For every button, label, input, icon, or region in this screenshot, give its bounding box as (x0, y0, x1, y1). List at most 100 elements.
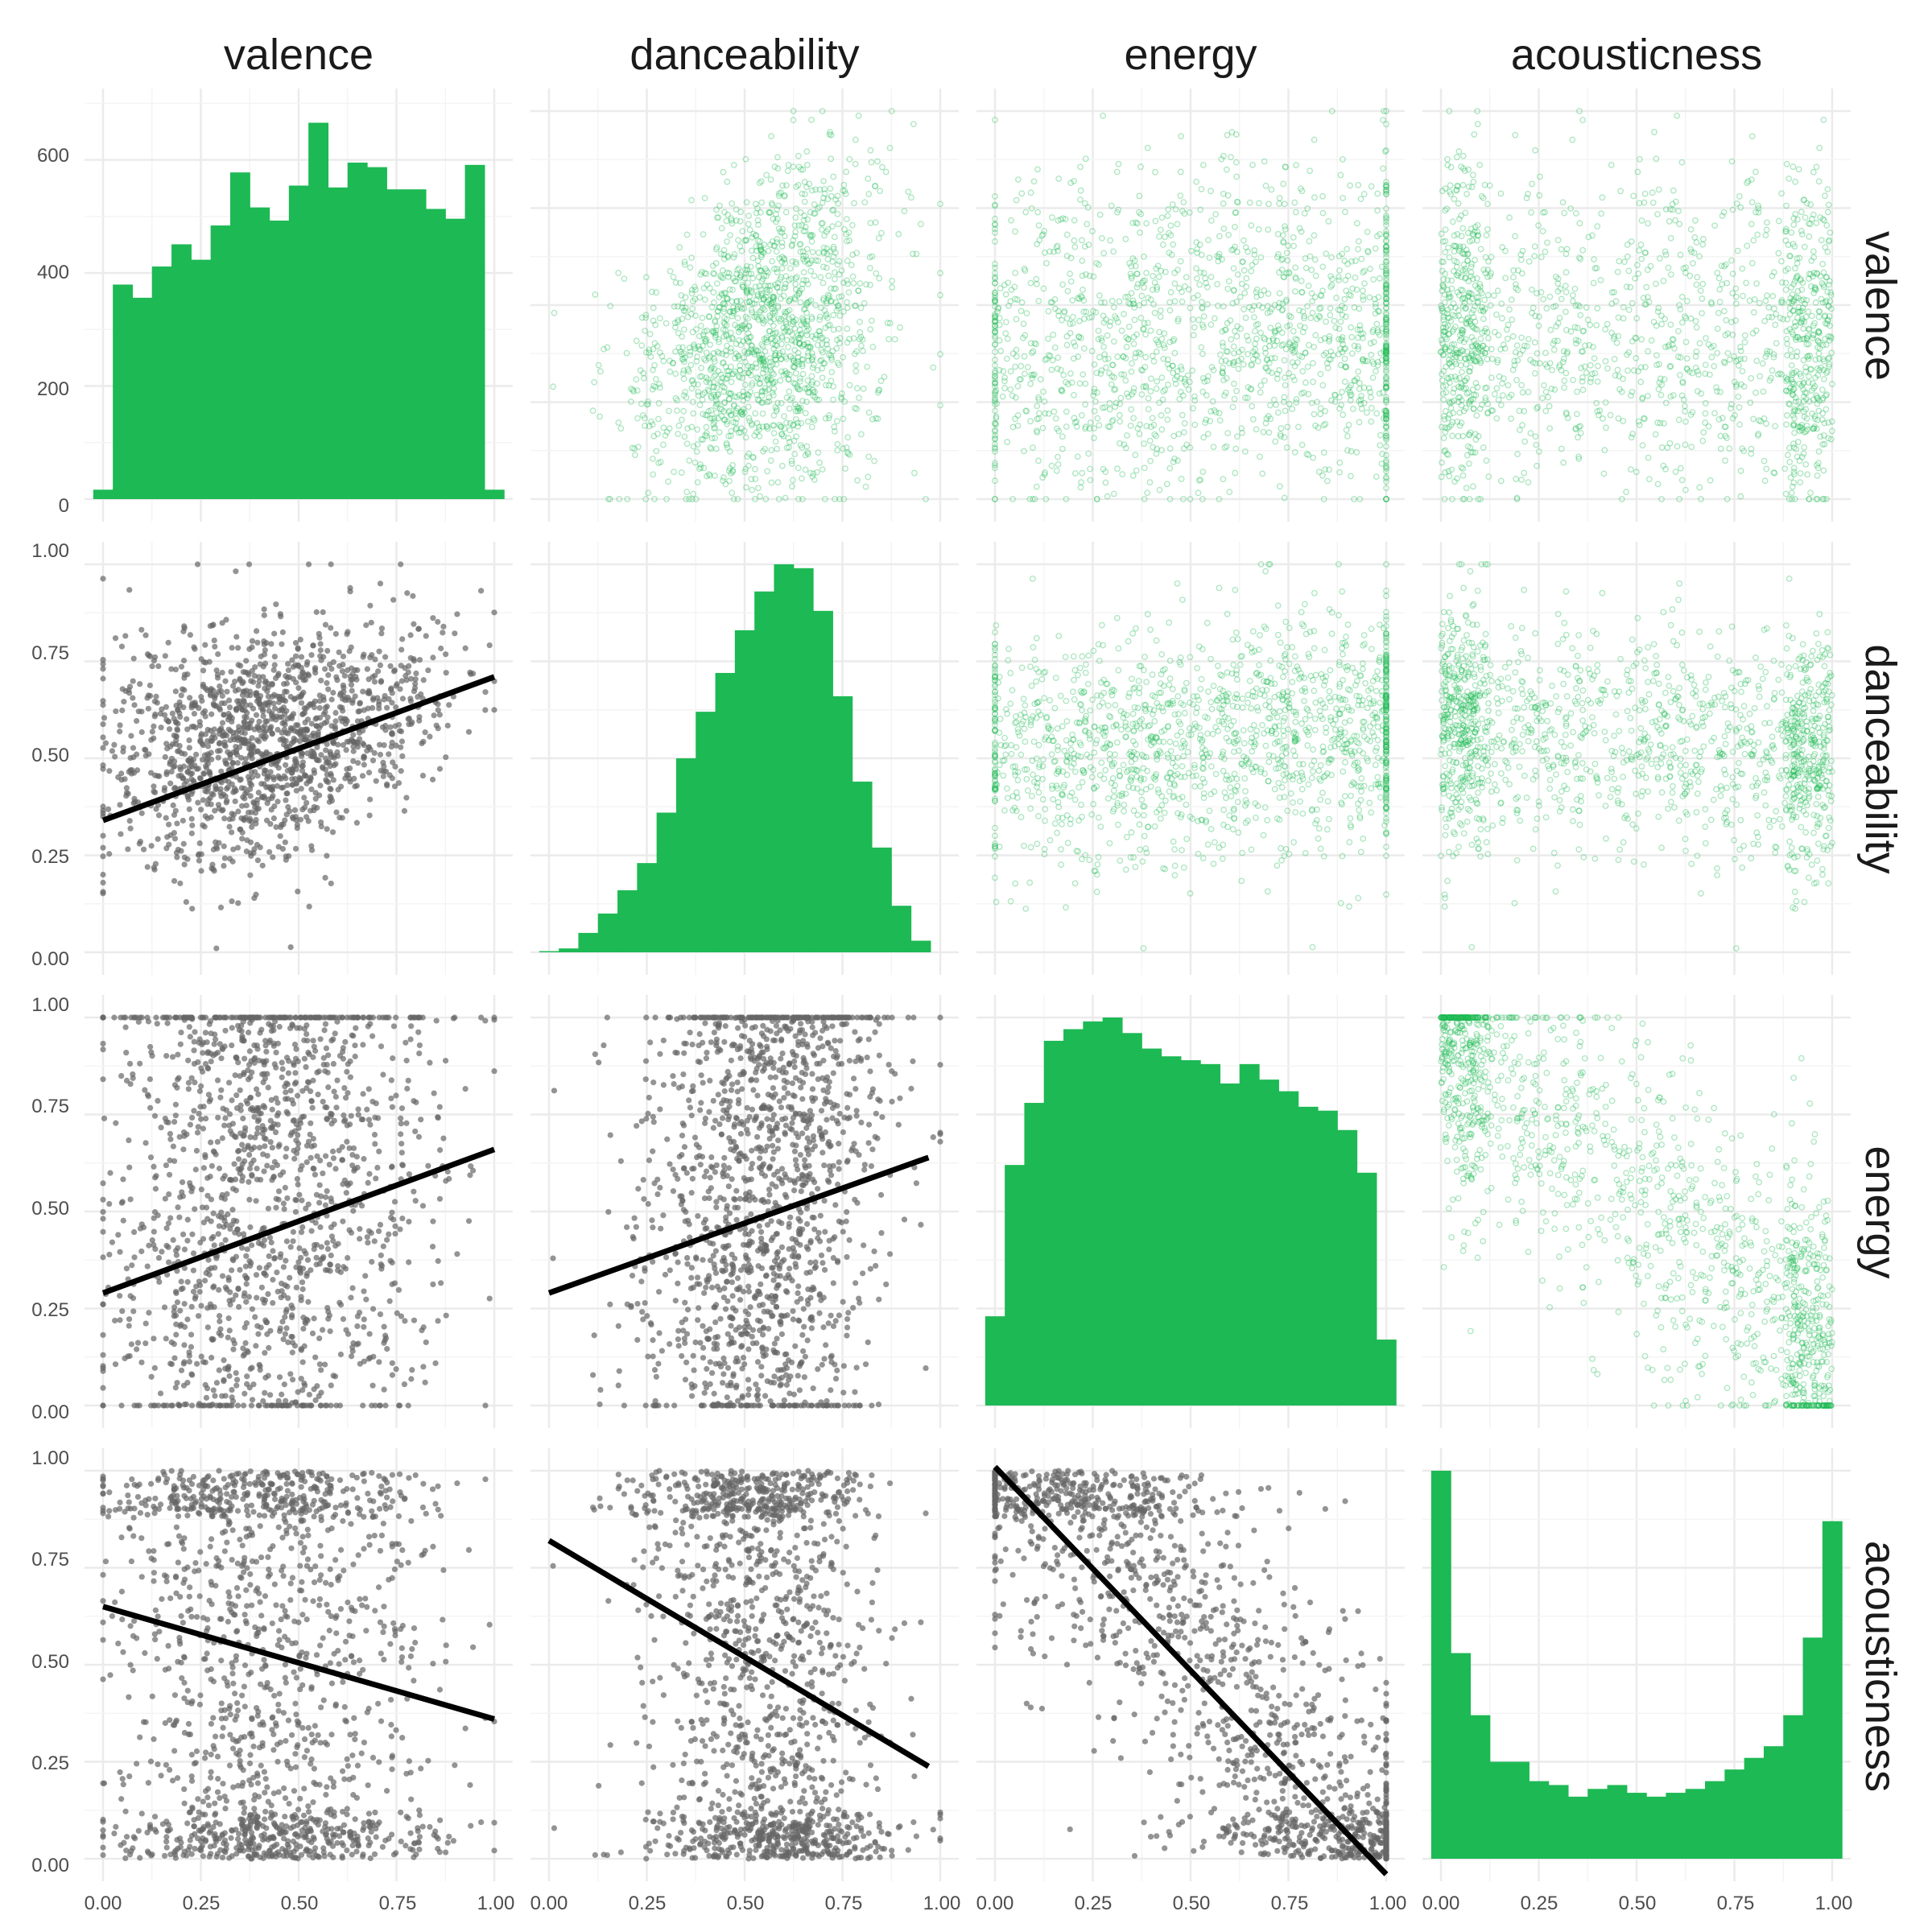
scatter-point (188, 632, 193, 638)
scatter-point (308, 652, 314, 658)
scatter-point (229, 829, 234, 835)
scatter-point (392, 764, 398, 770)
scatter-point (256, 738, 262, 744)
histogram-bar (386, 189, 407, 499)
scatter-point (306, 561, 312, 567)
scatter-point (181, 841, 187, 847)
scatter-point (146, 706, 151, 712)
scatter-point (233, 634, 239, 639)
scatter-point (229, 898, 234, 904)
scatter-point (332, 718, 338, 724)
scatter-point (109, 748, 115, 753)
histogram-bar (308, 122, 328, 499)
scatter-point (404, 590, 410, 596)
scatter-point (318, 641, 324, 646)
scatter-point (399, 738, 405, 744)
scatter-point (363, 622, 369, 628)
scatter-point (119, 708, 125, 713)
scatter-point (112, 753, 118, 759)
scatter-point (289, 776, 295, 782)
histogram-bar (289, 186, 309, 499)
scatter-point (212, 807, 217, 813)
scatter-point (179, 692, 184, 698)
histogram-bar (270, 221, 290, 499)
scatter-point (333, 809, 339, 815)
histogram-bar (445, 219, 465, 499)
scatter-point (283, 797, 288, 803)
scatter-point (101, 715, 107, 720)
scatter-point (332, 710, 338, 716)
scatter-point (378, 678, 384, 683)
scatter-point (117, 729, 122, 734)
scatter-point (250, 638, 255, 644)
scatter-point (197, 719, 203, 724)
scatter-point (288, 944, 294, 950)
scatter-point (122, 633, 128, 638)
histogram-bar (465, 165, 485, 499)
histogram-bar (367, 167, 387, 499)
scatter-point (121, 699, 126, 704)
scatter-point (217, 748, 223, 753)
histogram-bar (93, 489, 114, 499)
histogram-bar (132, 298, 152, 499)
histogram-bar (485, 489, 505, 499)
scatter-point (224, 689, 229, 695)
scatter-point (313, 796, 319, 802)
scatter-point (167, 726, 172, 732)
scatter-point (182, 861, 188, 867)
scatter-point (341, 654, 346, 659)
scatter-point (380, 760, 386, 766)
histogram-bar (171, 244, 192, 499)
scatter-point (253, 892, 258, 898)
scatter-point (325, 672, 331, 678)
scatter-point (320, 609, 326, 615)
scatter-point (430, 777, 436, 782)
scatter-point (113, 708, 118, 714)
scatter-point (370, 758, 376, 763)
scatter-point (440, 624, 446, 630)
scatter-point (318, 678, 324, 683)
scatter-point (349, 682, 354, 687)
scatter-point (179, 664, 184, 670)
scatter-point (325, 687, 331, 692)
scatter-point (430, 615, 436, 621)
scatter-point (322, 875, 328, 881)
scatter-point (293, 846, 299, 852)
histogram-bar (191, 260, 211, 499)
scatter-point (149, 843, 155, 848)
scatter-point (153, 694, 159, 700)
scatter-point (156, 812, 162, 818)
scatter-point (100, 576, 105, 581)
histogram-bar (211, 225, 231, 499)
scatter-point (181, 623, 187, 629)
scatter-point (466, 729, 472, 735)
histogram-bar (152, 266, 172, 499)
scatter-point (100, 666, 105, 671)
histogram-bar (230, 172, 250, 499)
histogram-bar (348, 163, 368, 499)
scatter-point (454, 611, 460, 617)
histogram-bar (113, 285, 133, 499)
scatter-point (184, 899, 189, 905)
scatter-point (278, 833, 283, 839)
scatter-point (246, 561, 252, 567)
histogram-bar (407, 189, 427, 499)
scatter-point (431, 712, 437, 718)
scatter-point (254, 712, 259, 718)
scatter-point (118, 831, 123, 836)
scatter-point (411, 621, 416, 627)
histogram-bar (426, 209, 446, 499)
histogram-bar (328, 188, 348, 499)
scatter-point (189, 823, 195, 828)
scatter-point (280, 630, 286, 635)
scatter-point (248, 678, 254, 683)
scatter-point (403, 795, 409, 800)
scatter-point (212, 644, 217, 650)
scatter-point (106, 851, 112, 857)
scatter-point (150, 729, 155, 734)
scatter-point (130, 695, 135, 700)
scatter-point (100, 734, 105, 740)
scatter-point (437, 766, 443, 772)
scatter-point (435, 619, 440, 625)
